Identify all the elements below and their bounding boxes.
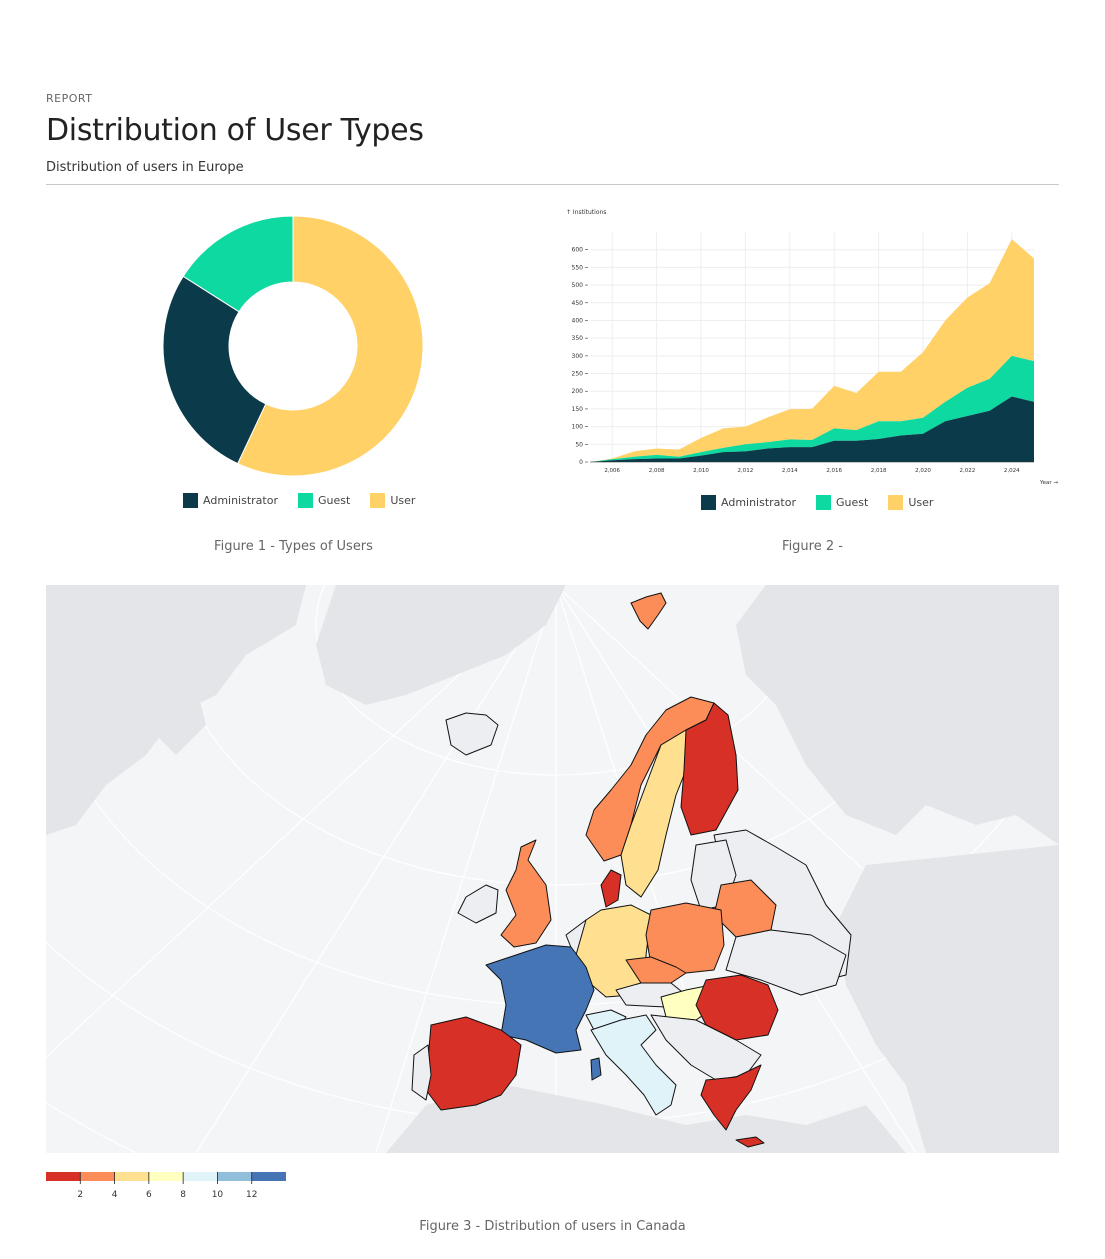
y-tick-label: 100 xyxy=(572,424,584,431)
legend2-label-user: User xyxy=(908,496,934,509)
area-chart[interactable]: ↑ Institutions 0 50 100 150 200 250 300 350 400 45… xyxy=(560,200,1065,492)
donut-slice-user[interactable] xyxy=(236,215,424,477)
figure1-panel: Administrator Guest User xyxy=(46,200,541,530)
area-series-user[interactable] xyxy=(590,239,1034,462)
legend-item-administrator[interactable]: Administrator xyxy=(183,493,278,508)
y-tick-label: 150 xyxy=(572,406,584,413)
x-tick-label: 2,022 xyxy=(960,468,976,474)
country-crete xyxy=(735,1136,765,1148)
legend-label-administrator: Administrator xyxy=(203,494,278,507)
country-greece xyxy=(700,1064,762,1131)
country-france xyxy=(485,944,595,1054)
x-tick-label: 2,012 xyxy=(738,468,754,474)
country-portugal xyxy=(411,1044,432,1101)
y-tick-label: 600 xyxy=(572,247,584,254)
x-tick-label: 2,008 xyxy=(649,468,665,474)
colorscale-segment xyxy=(148,1172,184,1181)
x-tick-label: 2,020 xyxy=(915,468,931,474)
country-romania xyxy=(695,974,779,1041)
colorscale-tick-label: 12 xyxy=(246,1190,257,1200)
legend2-item-user[interactable]: User xyxy=(888,495,933,510)
colorscale-segment xyxy=(46,1172,81,1181)
y-tick-label: 250 xyxy=(572,371,584,378)
page-subtitle: Distribution of users in Europe xyxy=(46,160,244,175)
colorscale-segment xyxy=(183,1172,218,1181)
legend-item-user[interactable]: User xyxy=(370,493,415,508)
colorscale-segment xyxy=(217,1172,252,1181)
figure2-legend: Administrator Guest User xyxy=(701,495,933,510)
colorscale-tick-label: 2 xyxy=(77,1190,83,1200)
colorscale-segment xyxy=(251,1172,286,1181)
legend2-item-guest[interactable]: Guest xyxy=(816,495,868,510)
legend2-label-administrator: Administrator xyxy=(721,496,796,509)
country-ireland xyxy=(457,884,499,924)
x-tick-label: 2,018 xyxy=(871,468,887,474)
report-eyebrow: REPORT xyxy=(46,92,93,105)
donut-slice-administrator[interactable] xyxy=(162,275,267,465)
colorscale-tick-label: 6 xyxy=(146,1190,152,1200)
y-tick-label: 50 xyxy=(575,441,583,448)
country-iceland xyxy=(445,712,499,756)
country-uk xyxy=(500,839,552,948)
country-italy xyxy=(590,1014,677,1116)
x-tick-label: 2,016 xyxy=(826,468,842,474)
country-sardinia xyxy=(590,1057,602,1081)
colorscale-segment xyxy=(114,1172,149,1181)
map-colorscale: 2 4 6 8 10 12 xyxy=(46,1172,286,1200)
y-tick-label: 350 xyxy=(572,335,584,342)
x-tick-label: 2,024 xyxy=(1004,468,1020,474)
country-ukraine xyxy=(725,929,847,996)
legend-swatch-guest xyxy=(298,493,313,508)
y-tick-label: 400 xyxy=(572,317,584,324)
legend-label-user: User xyxy=(390,494,416,507)
legend2-swatch-guest xyxy=(816,495,831,510)
country-poland xyxy=(645,902,725,974)
x-axis-label: Year → xyxy=(1039,480,1058,486)
legend2-label-guest: Guest xyxy=(836,496,869,509)
colorscale-segment xyxy=(80,1172,115,1181)
y-axis-label: ↑ Institutions xyxy=(566,209,606,216)
country-finland xyxy=(680,702,739,836)
legend2-swatch-administrator xyxy=(701,495,716,510)
legend-item-guest[interactable]: Guest xyxy=(298,493,350,508)
y-tick-label: 200 xyxy=(572,388,584,395)
x-tick-label: 2,014 xyxy=(782,468,798,474)
colorscale-tick-label: 10 xyxy=(212,1190,224,1200)
figure2-caption: Figure 2 - xyxy=(782,539,843,554)
map-countries xyxy=(411,592,852,1148)
legend-swatch-administrator xyxy=(183,493,198,508)
y-tick-label: 0 xyxy=(579,459,583,466)
report-header: REPORT Distribution of User Types Distri… xyxy=(46,92,1059,175)
header-divider xyxy=(46,184,1059,185)
country-denmark xyxy=(600,869,622,908)
map-background-land xyxy=(46,585,1059,1153)
legend2-item-administrator[interactable]: Administrator xyxy=(701,495,796,510)
legend2-swatch-user xyxy=(888,495,904,510)
europe-choropleth-map[interactable] xyxy=(46,585,1059,1153)
x-tick-label: 2,006 xyxy=(604,468,620,474)
y-tick-label: 500 xyxy=(572,282,584,289)
figure3-caption: Figure 3 - Distribution of users in Cana… xyxy=(419,1219,686,1234)
figure1-caption: Figure 1 - Types of Users xyxy=(214,539,373,554)
donut-chart[interactable] xyxy=(46,200,541,490)
colorscale-tick-label: 8 xyxy=(180,1190,186,1200)
page-title: Distribution of User Types xyxy=(46,113,424,148)
figure2-panel: ↑ Institutions 0 50 100 150 200 250 300 350 400 45… xyxy=(560,200,1065,530)
area-series-guest[interactable] xyxy=(590,355,1034,462)
y-tick-label: 450 xyxy=(572,300,584,307)
map-svg xyxy=(46,585,1059,1153)
figure1-legend: Administrator Guest User xyxy=(183,493,415,508)
colorscale-tick-label: 4 xyxy=(112,1190,118,1200)
legend-label-guest: Guest xyxy=(318,494,351,507)
country-svalbard xyxy=(630,592,667,630)
country-sweden xyxy=(620,729,695,898)
area-series-administrator[interactable] xyxy=(590,396,1034,462)
donut-slice-guest[interactable] xyxy=(182,215,294,313)
x-tick-label: 2,010 xyxy=(693,468,709,474)
legend-swatch-user xyxy=(370,493,386,508)
y-tick-label: 550 xyxy=(572,264,584,271)
y-tick-label: 300 xyxy=(572,353,584,360)
